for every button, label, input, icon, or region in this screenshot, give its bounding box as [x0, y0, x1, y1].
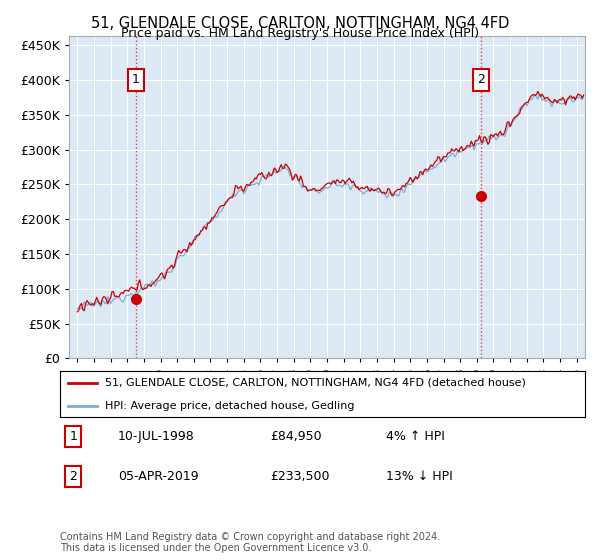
Text: HPI: Average price, detached house, Gedling: HPI: Average price, detached house, Gedl… [104, 401, 354, 410]
Text: 2: 2 [69, 470, 77, 483]
Text: £233,500: £233,500 [270, 470, 329, 483]
Text: 2: 2 [477, 73, 485, 86]
Text: 10-JUL-1998: 10-JUL-1998 [118, 430, 194, 442]
Text: 1: 1 [69, 430, 77, 442]
Text: 51, GLENDALE CLOSE, CARLTON, NOTTINGHAM, NG4 4FD: 51, GLENDALE CLOSE, CARLTON, NOTTINGHAM,… [91, 16, 509, 31]
Text: £84,950: £84,950 [270, 430, 322, 442]
Text: Contains HM Land Registry data © Crown copyright and database right 2024.
This d: Contains HM Land Registry data © Crown c… [60, 531, 440, 553]
Text: Price paid vs. HM Land Registry's House Price Index (HPI): Price paid vs. HM Land Registry's House … [121, 27, 479, 40]
Text: 05-APR-2019: 05-APR-2019 [118, 470, 199, 483]
Text: 4% ↑ HPI: 4% ↑ HPI [386, 430, 445, 442]
Text: 51, GLENDALE CLOSE, CARLTON, NOTTINGHAM, NG4 4FD (detached house): 51, GLENDALE CLOSE, CARLTON, NOTTINGHAM,… [104, 378, 526, 388]
Text: 1: 1 [132, 73, 140, 86]
Text: 13% ↓ HPI: 13% ↓ HPI [386, 470, 452, 483]
